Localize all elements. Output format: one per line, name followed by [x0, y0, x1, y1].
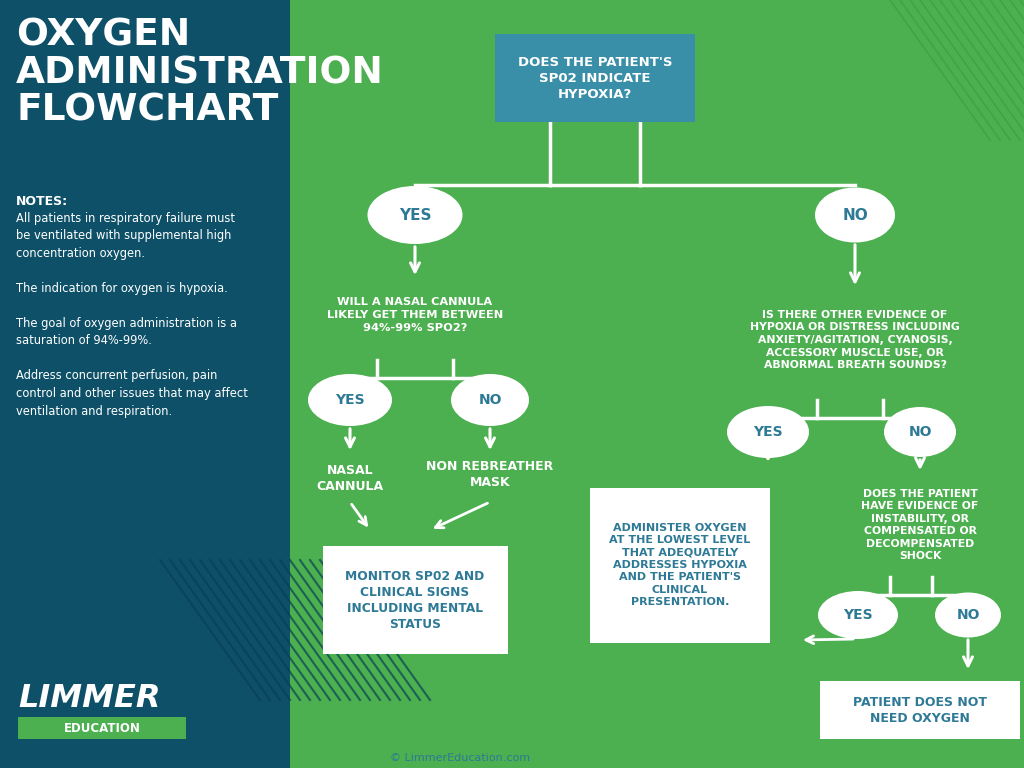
Text: NO: NO: [908, 425, 932, 439]
Text: YES: YES: [335, 393, 365, 407]
Text: NON REBREATHER
MASK: NON REBREATHER MASK: [426, 461, 554, 489]
Ellipse shape: [935, 592, 1001, 637]
Ellipse shape: [727, 406, 809, 458]
Text: EDUCATION: EDUCATION: [63, 721, 140, 734]
Text: NO: NO: [478, 393, 502, 407]
Ellipse shape: [368, 186, 463, 244]
FancyBboxPatch shape: [0, 0, 290, 768]
Text: DOES THE PATIENT'S
SP02 INDICATE
HYPOXIA?: DOES THE PATIENT'S SP02 INDICATE HYPOXIA…: [518, 55, 672, 101]
Text: ADMINISTER OXYGEN
AT THE LOWEST LEVEL
THAT ADEQUATELY
ADDRESSES HYPOXIA
AND THE : ADMINISTER OXYGEN AT THE LOWEST LEVEL TH…: [609, 523, 751, 607]
Text: YES: YES: [398, 207, 431, 223]
FancyBboxPatch shape: [590, 488, 770, 643]
Ellipse shape: [815, 187, 895, 243]
Ellipse shape: [451, 374, 529, 426]
Text: IS THERE OTHER EVIDENCE OF
HYPOXIA OR DISTRESS INCLUDING
ANXIETY/AGITATION, CYAN: IS THERE OTHER EVIDENCE OF HYPOXIA OR DI…: [751, 310, 959, 370]
Ellipse shape: [308, 374, 392, 426]
FancyBboxPatch shape: [820, 681, 1020, 739]
Text: LIMMER: LIMMER: [18, 683, 161, 714]
FancyBboxPatch shape: [18, 717, 186, 739]
Text: All patients in respiratory failure must
be ventilated with supplemental high
co: All patients in respiratory failure must…: [16, 212, 248, 418]
Text: MONITOR SP02 AND
CLINICAL SIGNS
INCLUDING MENTAL
STATUS: MONITOR SP02 AND CLINICAL SIGNS INCLUDIN…: [345, 570, 484, 631]
Text: NASAL
CANNULA: NASAL CANNULA: [316, 464, 384, 492]
FancyBboxPatch shape: [495, 34, 695, 122]
Text: DOES THE PATIENT
HAVE EVIDENCE OF
INSTABILITY, OR
COMPENSATED OR
DECOMPENSATED
S: DOES THE PATIENT HAVE EVIDENCE OF INSTAB…: [861, 488, 979, 561]
Text: YES: YES: [754, 425, 782, 439]
Text: YES: YES: [843, 608, 872, 622]
Text: PATIENT DOES NOT
NEED OXYGEN: PATIENT DOES NOT NEED OXYGEN: [853, 696, 987, 724]
Text: NO: NO: [842, 207, 868, 223]
Ellipse shape: [818, 591, 898, 639]
FancyBboxPatch shape: [323, 546, 508, 654]
Text: WILL A NASAL CANNULA
LIKELY GET THEM BETWEEN
94%-99% SPO2?: WILL A NASAL CANNULA LIKELY GET THEM BET…: [327, 297, 503, 333]
Text: NOTES:: NOTES:: [16, 195, 69, 208]
Text: OXYGEN
ADMINISTRATION
FLOWCHART: OXYGEN ADMINISTRATION FLOWCHART: [16, 18, 384, 129]
Text: © LimmerEducation.com: © LimmerEducation.com: [390, 753, 530, 763]
Ellipse shape: [884, 407, 956, 457]
Text: NO: NO: [956, 608, 980, 622]
